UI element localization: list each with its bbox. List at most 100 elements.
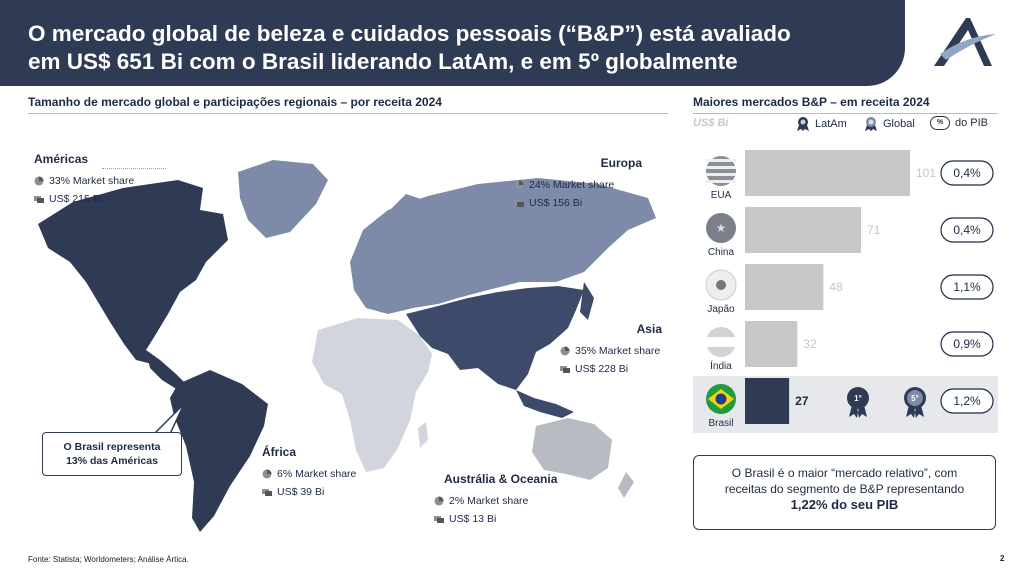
region-value: US$ 228 Bi [575, 363, 629, 375]
gdp-label: 0,4% [953, 223, 981, 237]
map-se-asia [516, 390, 574, 418]
gdp-pill [940, 274, 994, 300]
region-europa: Europa 24% Market share US$ 156 Bi [514, 156, 642, 212]
medal-global-icon [865, 117, 877, 131]
medal-latam-ribbon [849, 405, 867, 418]
medal-latam-rank: 1° [854, 394, 862, 403]
flag-icon-brasil [706, 384, 736, 414]
bar-chart: EUA 101 0,4% ★ China 71 0,4% Japão 48 1,1% Índia 32… [705, 150, 994, 429]
brazil-callout: O Brasil representa 13% das Américas [42, 432, 182, 476]
flag-icon-índia [706, 327, 736, 357]
medal-latam-inner [850, 390, 866, 406]
page-title: O mercado global de beleza e cuidados pe… [28, 20, 888, 76]
category-label: China [708, 247, 735, 258]
region-name: Américas [34, 152, 89, 166]
region-africa: África 6% Market share US$ 39 Bi [262, 445, 356, 501]
money-icon [514, 198, 524, 208]
map-africa [312, 318, 432, 472]
map-section-divider [28, 113, 668, 114]
source-footnote: Fonte: Statista; Worldometers; Análise Á… [28, 555, 189, 564]
gdp-pill [940, 331, 994, 357]
money-icon [34, 194, 44, 204]
gdp-label: 0,9% [953, 337, 981, 351]
gdp-label: 0,4% [953, 166, 981, 180]
medal-latam-icon [797, 117, 809, 131]
bar-índia [745, 321, 798, 367]
legend-global-label: Global [883, 118, 915, 130]
pie-icon [560, 346, 570, 356]
insight-line-1: O Brasil é o maior “mercado relativo”, c… [731, 466, 958, 480]
map-greenland [238, 160, 328, 238]
region-value: US$ 215 Bi [49, 193, 103, 205]
medal-global-inner [907, 390, 923, 406]
gdp-label: 1,2% [953, 394, 981, 408]
chart-unit: US$ Bi [693, 117, 729, 129]
svg-text:★: ★ [716, 221, 727, 235]
chart-section-title: Maiores mercados B&P – em receita 2024 [693, 95, 930, 109]
pie-icon [34, 176, 44, 186]
chart-section-divider [693, 113, 998, 114]
connector-line [102, 168, 166, 169]
bar-brasil [745, 378, 790, 424]
pie-icon [514, 180, 524, 190]
region-share: 33% Market share [49, 175, 135, 187]
region-name: Europa [600, 156, 642, 170]
map-australia [532, 418, 612, 480]
region-name: Austrália & Oceania [444, 472, 558, 486]
value-label: 32 [803, 337, 817, 351]
map-japan [580, 282, 594, 320]
pie-icon [434, 496, 444, 506]
company-logo [934, 18, 996, 66]
insight-line-2: receitas do segmento de B&P representand… [724, 482, 965, 496]
region-share: 24% Market share [529, 179, 615, 191]
legend-pib-label: do PIB [955, 117, 989, 129]
map-scandinavia [388, 194, 424, 232]
map-south-america [170, 370, 268, 532]
gdp-pill [940, 388, 994, 414]
title-line-1: O mercado global de beleza e cuidados pe… [28, 21, 791, 46]
category-label: Brasil [708, 418, 733, 429]
header-banner: O mercado global de beleza e cuidados pe… [0, 0, 905, 86]
world-map [38, 160, 656, 532]
region-name: Asia [636, 322, 662, 336]
money-icon [434, 514, 444, 524]
region-oceania: Austrália & Oceania 2% Market share US$ … [434, 472, 557, 528]
medal-global-ribbon [906, 405, 924, 418]
gdp-pill [940, 217, 994, 243]
map-central-america [146, 350, 186, 390]
insight-line-3: 1,22% do seu PIB [790, 497, 899, 512]
legend-global: Global [864, 116, 915, 132]
category-label: EUA [711, 190, 732, 201]
bar-china [745, 207, 861, 253]
region-name: África [262, 445, 297, 459]
page-number: 2 [1000, 554, 1005, 563]
money-icon [560, 364, 570, 374]
legend-pib: % do PIB [930, 116, 988, 130]
region-value: US$ 156 Bi [529, 197, 583, 209]
value-label: 71 [867, 223, 881, 237]
bar-eua [745, 150, 910, 196]
pie-icon [262, 469, 272, 479]
map-north-america [38, 180, 228, 364]
pib-badge: % [930, 116, 950, 130]
region-asia: Asia 35% Market share US$ 228 Bi [560, 322, 662, 378]
map-europe-russia [350, 178, 656, 314]
flag-icon-japão [705, 269, 737, 301]
gdp-label: 1,1% [953, 280, 981, 294]
category-label: Índia [710, 359, 732, 372]
map-section-title: Tamanho de mercado global e participaçõe… [28, 95, 442, 109]
callout-line-2: 13% das Américas [66, 455, 158, 467]
insight-box: O Brasil é o maior “mercado relativo”, c… [693, 455, 996, 530]
map-asia [406, 286, 584, 390]
region-americas: Américas 33% Market share US$ 215 Bi [34, 152, 134, 208]
value-label: 101 [916, 166, 936, 180]
bar-japão [745, 264, 824, 310]
legend-latam-label: LatAm [815, 118, 847, 130]
title-line-2: em US$ 651 Bi com o Brasil liderando Lat… [28, 49, 738, 74]
map-new-zealand [618, 472, 634, 498]
category-label: Japão [707, 304, 735, 315]
callout-line-1: O Brasil representa [63, 441, 161, 453]
map-madagascar [418, 422, 428, 448]
flag-icon-china: ★ [706, 213, 736, 243]
flag-icon-eua [706, 156, 736, 186]
